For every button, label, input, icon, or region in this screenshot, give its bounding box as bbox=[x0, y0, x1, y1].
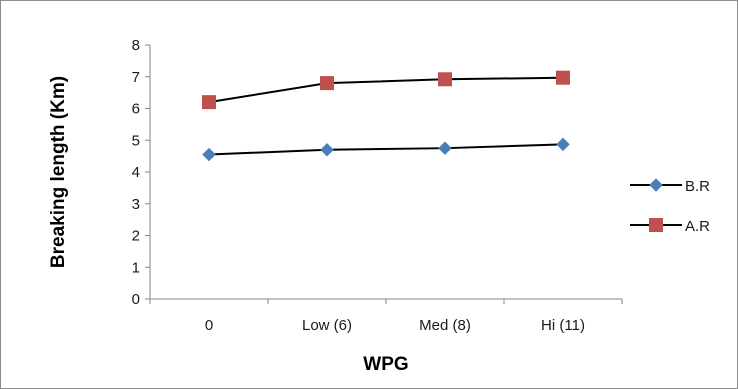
legend-item-br: B.R bbox=[630, 178, 710, 195]
legend-label-ar: A.R bbox=[685, 218, 710, 235]
x-tick-label: 0 bbox=[205, 317, 213, 334]
y-axis-title: Breaking length (Km) bbox=[48, 76, 69, 268]
x-tick-label: Low (6) bbox=[302, 317, 352, 334]
legend-item-ar: A.R bbox=[630, 218, 710, 235]
series-br bbox=[202, 137, 570, 162]
y-tick-label: 2 bbox=[132, 228, 140, 245]
data-point-br bbox=[438, 141, 452, 155]
x-tick-label: Hi (11) bbox=[541, 317, 585, 334]
series-layer bbox=[202, 70, 570, 162]
y-axis-ticks: 0 1 2 3 4 5 6 7 8 bbox=[132, 37, 150, 308]
data-point-br bbox=[202, 147, 216, 162]
plot-area bbox=[149, 45, 622, 300]
data-point-ar bbox=[320, 76, 334, 91]
x-tick-label: Med (8) bbox=[419, 317, 471, 334]
data-point-ar bbox=[202, 95, 216, 110]
series-ar bbox=[202, 70, 570, 110]
x-axis-title: WPG bbox=[363, 354, 408, 375]
y-tick-label: 7 bbox=[132, 69, 140, 86]
series-line-br bbox=[208, 143, 564, 156]
legend: B.R A.R bbox=[630, 178, 710, 235]
data-point-ar bbox=[556, 70, 570, 85]
y-tick-label: 1 bbox=[132, 259, 140, 276]
y-tick-label: 3 bbox=[132, 196, 140, 213]
legend-label-br: B.R bbox=[685, 178, 710, 195]
x-axis-ticks: 0 Low (6) Med (8) Hi (11) bbox=[149, 299, 623, 334]
y-tick-label: 0 bbox=[132, 291, 140, 308]
legend-marker-ar bbox=[649, 218, 663, 232]
y-tick-label: 6 bbox=[132, 101, 140, 118]
y-tick-label: 5 bbox=[132, 132, 140, 149]
legend-marker-br bbox=[649, 178, 663, 192]
data-point-br bbox=[556, 137, 570, 152]
y-tick-label: 8 bbox=[132, 37, 140, 54]
y-tick-label: 4 bbox=[132, 164, 140, 181]
data-point-br bbox=[320, 143, 334, 157]
series-line-ar bbox=[208, 76, 564, 104]
data-point-ar bbox=[438, 72, 452, 87]
